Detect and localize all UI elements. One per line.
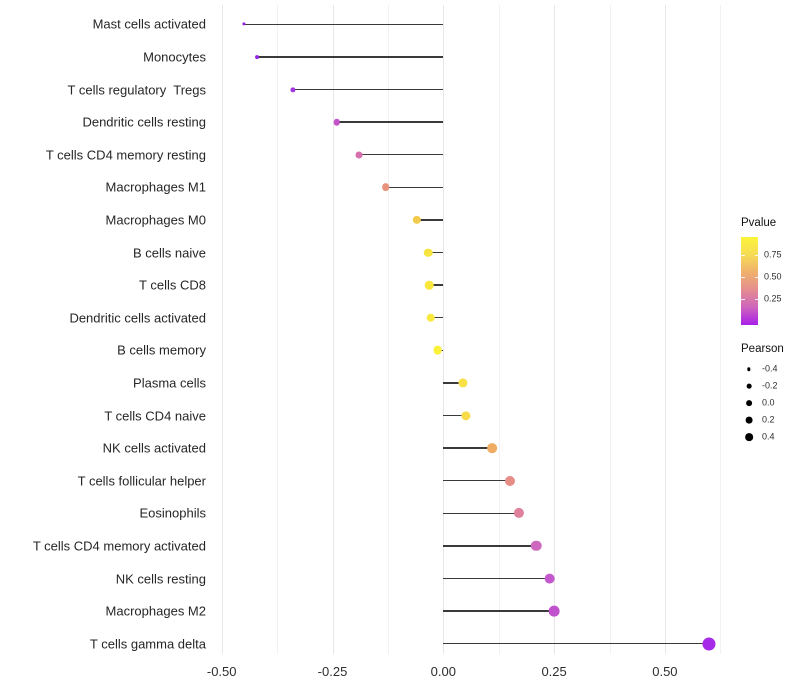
lollipop-dot [255, 54, 260, 59]
pearson-size-label: 0.2 [762, 414, 775, 425]
y-axis-label: T cells CD4 memory resting [45, 147, 206, 163]
colorbar-tick-label: 0.25 [764, 293, 782, 304]
lollipop-dot [381, 183, 390, 192]
lollipop-stem [416, 219, 444, 221]
x-axis-tick-label: -0.25 [317, 664, 348, 679]
gridline-major [443, 5, 445, 654]
y-axis-label: B cells memory [117, 342, 206, 358]
pearson-size-dot [746, 383, 752, 389]
y-axis-label: T cells CD4 naive [104, 408, 206, 423]
lollipop-stem [430, 317, 444, 319]
colorbar-tick-mark [741, 277, 745, 279]
y-axis-label: Eosinophils [139, 505, 207, 521]
gridline-minor [498, 5, 500, 654]
x-axis-tick-label: 0.50 [652, 664, 678, 679]
y-axis-label: NK cells resting [115, 571, 206, 586]
lollipop-dot [513, 508, 524, 519]
pearson-size-label: -0.2 [762, 380, 778, 391]
colorbar-tick-mark [741, 255, 745, 257]
lollipop-dot [424, 280, 434, 290]
lollipop-stem [443, 480, 510, 482]
lollipop-stem [443, 610, 555, 612]
y-axis-label: Monocytes [143, 49, 206, 65]
colorbar-tick-mark [754, 299, 758, 301]
lollipop-stem [443, 512, 519, 514]
y-axis-label: T cells CD4 memory activated [32, 538, 206, 554]
colorbar-tick-label: 0.75 [764, 249, 782, 260]
lollipop-dot [242, 22, 246, 26]
y-axis-label: NK cells activated [102, 440, 206, 456]
lollipop-stem [243, 23, 444, 25]
pvalue-colorbar [741, 237, 758, 325]
gridline-minor [387, 5, 389, 654]
gridline-minor [720, 5, 722, 654]
lollipop-stem [429, 284, 444, 286]
pearson-size-label: -0.4 [762, 363, 778, 374]
lollipop-dot [333, 118, 341, 126]
lollipop-dot [544, 573, 556, 584]
gridline-minor [277, 5, 279, 654]
colorbar-tick-mark [754, 277, 758, 279]
x-axis-tick-label: 0.00 [430, 664, 456, 679]
lollipop-stem [428, 251, 444, 254]
y-axis-label: T cells regulatory Tregs [67, 82, 206, 97]
lollipop-stem [443, 577, 550, 580]
lollipop-dot [548, 605, 560, 617]
lollipop-stem [257, 56, 444, 58]
pearson-size-dot [746, 400, 752, 406]
lollipop-dot [702, 637, 716, 651]
colorbar-tick-label: 0.50 [764, 271, 782, 282]
lollipop-stem [385, 186, 444, 188]
y-axis-label: Dendritic cells resting [82, 114, 206, 130]
lollipop-stem [443, 447, 493, 449]
colorbar-tick-mark [754, 255, 758, 257]
gridline-minor [609, 5, 611, 654]
lollipop-stem [443, 382, 463, 384]
lollipop-dot [412, 215, 421, 225]
pvalue-legend-title: Pvalue [741, 217, 777, 229]
y-axis-label: T cells CD8 [139, 277, 206, 293]
pearson-size-dot [745, 416, 753, 424]
colorbar-tick-mark [741, 299, 745, 301]
lollipop-stem [443, 414, 466, 417]
lollipop-stem [443, 643, 710, 645]
lollipop-dot [461, 410, 471, 421]
gridline-major [664, 5, 666, 654]
pearson-size-label: 0.4 [762, 431, 775, 442]
pearson-legend-title: Pearson [741, 343, 784, 355]
pearson-size-dot [747, 367, 751, 371]
lollipop-dot [423, 248, 433, 257]
y-axis-label: B cells naive [133, 245, 206, 260]
y-axis-label: T cells follicular helper [77, 473, 206, 489]
y-axis-label: Macrophages M1 [105, 179, 206, 195]
lollipop-dot [487, 443, 497, 453]
x-axis-tick-label: -0.50 [206, 664, 237, 679]
y-axis-label: Dendritic cells activated [69, 310, 206, 326]
pearson-size-label: 0.0 [762, 397, 775, 408]
lollipop-dot [355, 151, 363, 159]
gridline-major [332, 5, 334, 654]
y-axis-label: Macrophages M2 [105, 603, 206, 619]
lollipop-stem [336, 121, 444, 123]
lollipop-dot [426, 313, 436, 322]
lollipop-dot [290, 86, 296, 93]
lollipop-dot [433, 345, 442, 355]
lollipop-dot [531, 540, 542, 552]
x-axis-tick-label: 0.25 [541, 664, 567, 679]
y-axis-label: Macrophages M0 [105, 212, 206, 228]
pearson-size-dot [745, 433, 753, 441]
gridline-major [554, 5, 556, 654]
y-axis-label: T cells gamma delta [89, 636, 206, 652]
lollipop-dot [504, 475, 515, 486]
lollipop-dot [458, 378, 468, 388]
gridline-major [221, 5, 223, 654]
lollipop-stem [359, 154, 444, 156]
y-axis-label: Mast cells activated [92, 16, 206, 32]
lollipop-stem [443, 545, 537, 547]
y-axis-label: Plasma cells [133, 375, 206, 391]
lollipop-stem [292, 88, 444, 91]
